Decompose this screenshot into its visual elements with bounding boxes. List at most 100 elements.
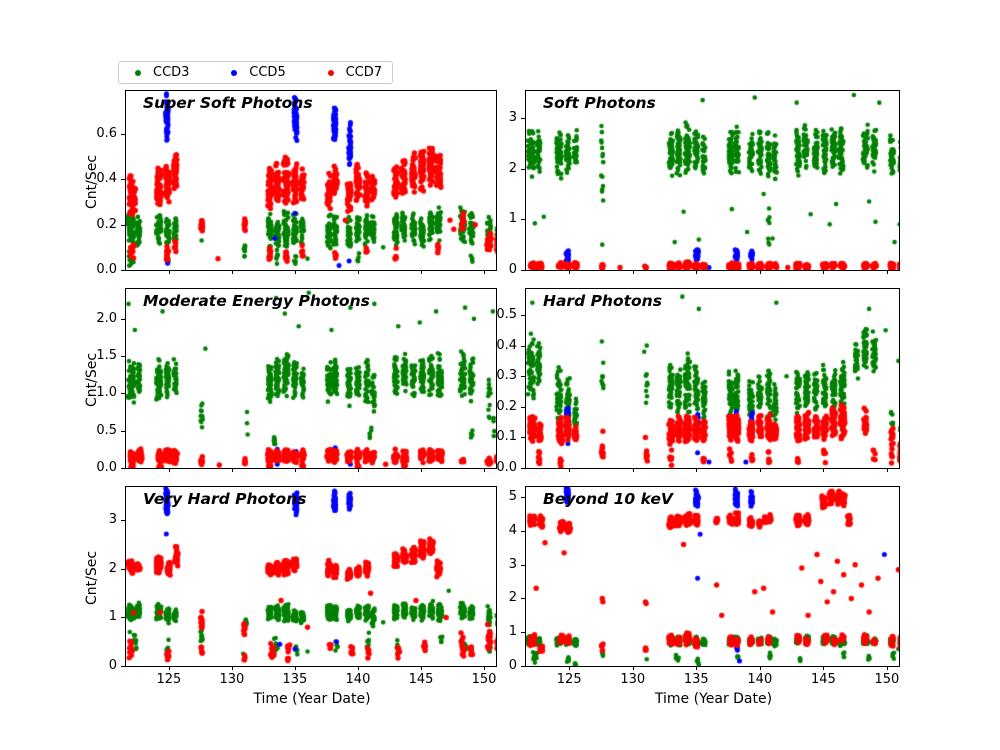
- x-tick-mark: [569, 666, 571, 670]
- x-tick-label: 135: [683, 672, 709, 687]
- y-axis-label: Cnt/Sec: [84, 352, 100, 407]
- y-tick-label: 1: [508, 624, 517, 640]
- y-tick-label: 0.0: [96, 262, 117, 277]
- y-tick-label: 3: [108, 512, 117, 528]
- x-tick-mark: [632, 666, 634, 670]
- x-tick-mark: [759, 270, 761, 274]
- subplot-title-hard-photons: Hard Photons: [543, 292, 662, 310]
- x-axis-label: Time (Year Date): [253, 691, 371, 707]
- x-tick-mark: [569, 270, 571, 274]
- y-tick-label: 1.0: [96, 385, 117, 401]
- x-tick-mark: [632, 270, 634, 274]
- x-tick-label: 145: [810, 672, 836, 687]
- legend-marker-ccd5: [231, 69, 238, 76]
- y-tick-mark: [521, 564, 525, 566]
- subplot-title-super-soft-photons: Super Soft Photons: [143, 94, 313, 112]
- y-tick-label: 0.5: [96, 422, 117, 438]
- y-tick-label: 0.2: [96, 216, 117, 232]
- y-tick-label: 0.3: [496, 368, 517, 384]
- x-tick-label: 140: [747, 672, 773, 687]
- y-tick-mark: [521, 468, 525, 469]
- y-tick-mark: [121, 666, 125, 667]
- x-tick-label: 135: [282, 672, 308, 687]
- x-tick-mark: [420, 468, 422, 472]
- x-tick-mark: [886, 468, 888, 472]
- x-tick-mark: [294, 270, 296, 274]
- y-tick-label: 2: [508, 590, 517, 606]
- x-tick-mark: [357, 468, 359, 472]
- y-tick-label: 2: [508, 160, 517, 176]
- y-tick-label: 0.0: [496, 460, 517, 475]
- legend-item-ccd7: CCD7: [327, 65, 382, 80]
- y-tick-mark: [521, 168, 525, 170]
- y-tick-label: 0: [108, 658, 117, 673]
- x-tick-mark: [294, 666, 296, 670]
- x-tick-mark: [759, 666, 761, 670]
- y-tick-mark: [121, 520, 125, 522]
- x-tick-label: 150: [471, 672, 497, 687]
- y-axis-label: Cnt/Sec: [84, 550, 100, 605]
- x-tick-label: 145: [408, 672, 434, 687]
- x-tick-mark: [484, 468, 486, 472]
- y-tick-mark: [521, 598, 525, 600]
- y-tick-label: 0.1: [496, 429, 517, 445]
- x-tick-mark: [484, 270, 486, 274]
- subplot-title-moderate-energy-photons: Moderate Energy Photons: [143, 292, 370, 310]
- y-axis-label: Cnt/Sec: [84, 154, 100, 209]
- subplot-title-beyond-10-kev: Beyond 10 keV: [543, 490, 673, 508]
- y-tick-label: 1: [108, 609, 117, 625]
- subplot-super-soft-photons: Super Soft Photons 0.0 0.2 0.4 0.6 Cnt/Sec: [84, 90, 497, 277]
- scatter-canvas-moderate-energy-photons: [126, 289, 496, 468]
- subplot-moderate-energy-photons: Moderate Energy Photons 0.0 0.5 1.0 1.5 2.0 Cn…: [84, 288, 497, 475]
- y-tick-mark: [121, 134, 125, 136]
- y-tick-label: 1.5: [96, 348, 117, 364]
- y-tick-label: 5: [508, 489, 517, 505]
- y-tick-mark: [121, 179, 125, 181]
- y-tick-mark: [121, 356, 125, 358]
- x-tick-mark: [420, 270, 422, 274]
- subplot-very-hard-photons: Very Hard Photons 125 130 135 140 145 150 0 1 2 3 C…: [84, 486, 497, 707]
- x-tick-mark: [569, 468, 571, 472]
- y-tick-label: 0: [508, 658, 517, 673]
- scatter-canvas-beyond-10-kev: [526, 487, 899, 666]
- y-tick-mark: [521, 315, 525, 316]
- x-tick-mark: [823, 666, 825, 670]
- subplot-title-soft-photons: Soft Photons: [543, 94, 656, 112]
- y-tick-mark: [521, 497, 525, 499]
- y-tick-label: 3: [508, 109, 517, 125]
- x-tick-mark: [823, 270, 825, 274]
- x-tick-label: 140: [345, 672, 371, 687]
- y-tick-mark: [521, 666, 525, 667]
- x-tick-label: 150: [874, 672, 900, 687]
- x-tick-mark: [696, 270, 698, 274]
- y-tick-mark: [521, 117, 525, 119]
- y-tick-mark: [521, 406, 525, 408]
- y-tick-mark: [521, 270, 525, 271]
- x-tick-mark: [696, 666, 698, 670]
- y-tick-mark: [521, 345, 525, 347]
- y-tick-label: 0.0: [96, 460, 117, 475]
- x-tick-mark: [168, 270, 170, 274]
- y-tick-mark: [521, 376, 525, 378]
- x-tick-label: 125: [156, 672, 182, 687]
- legend-label-ccd3: CCD3: [153, 65, 190, 80]
- x-tick-mark: [231, 666, 233, 670]
- y-tick-mark: [121, 468, 125, 469]
- legend-item-ccd3: CCD3: [135, 65, 189, 80]
- y-tick-mark: [121, 568, 125, 570]
- scatter-canvas-hard-photons: [526, 289, 899, 468]
- subplot-beyond-10-kev: Beyond 10 keV 125 130 135 140 145 150 0 1 2 3 4 5 Tim…: [509, 486, 900, 707]
- y-tick-label: 0.6: [96, 126, 117, 142]
- y-tick-mark: [121, 318, 125, 320]
- x-tick-mark: [420, 666, 422, 670]
- x-tick-mark: [823, 468, 825, 472]
- y-tick-label: 3: [508, 556, 517, 572]
- x-tick-mark: [294, 468, 296, 472]
- y-tick-label: 0.4: [496, 337, 517, 353]
- x-tick-mark: [231, 270, 233, 274]
- y-tick-mark: [121, 393, 125, 395]
- x-tick-mark: [886, 270, 888, 274]
- x-tick-mark: [168, 666, 170, 670]
- x-tick-mark: [759, 468, 761, 472]
- x-tick-mark: [357, 270, 359, 274]
